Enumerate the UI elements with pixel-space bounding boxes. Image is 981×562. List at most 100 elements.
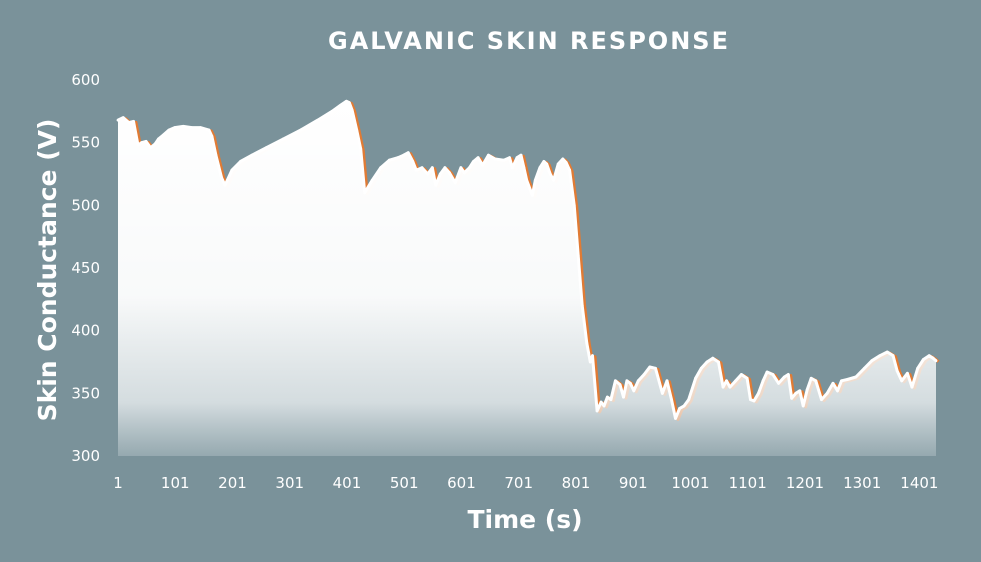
data-point (906, 371, 909, 375)
data-point (922, 358, 925, 361)
x-tick-label: 1301 (843, 474, 881, 492)
data-point (434, 183, 438, 187)
data-point (618, 383, 622, 386)
series-line (117, 99, 937, 420)
data-point (420, 166, 424, 170)
data-point (552, 178, 555, 182)
data-point (157, 137, 161, 141)
data-point (127, 121, 131, 124)
data-point (927, 354, 931, 358)
data-point (459, 166, 463, 170)
data-point (481, 163, 484, 167)
data-point (790, 396, 794, 400)
data-point (602, 404, 606, 408)
data-point (809, 376, 813, 380)
data-point (239, 160, 242, 163)
x-tick-label: 1201 (786, 474, 824, 492)
data-point (794, 391, 798, 395)
y-tick-label: 450 (71, 259, 100, 277)
chart-title: GALVANIC SKIN RESPONSE (328, 27, 730, 55)
data-point (199, 126, 202, 129)
data-point (734, 379, 738, 383)
data-point (502, 158, 506, 162)
series-area (118, 101, 936, 457)
x-tick-label: 801 (562, 474, 591, 492)
y-tick-label: 600 (71, 71, 100, 89)
data-point (402, 153, 405, 157)
data-point (599, 400, 603, 404)
data-point (885, 350, 889, 354)
data-point (870, 359, 874, 363)
data-point (801, 404, 805, 408)
data-point (910, 385, 914, 389)
data-point (414, 168, 418, 172)
x-tick-label: 1101 (729, 474, 767, 492)
x-tick-label: 901 (619, 474, 648, 492)
data-point (370, 178, 374, 182)
data-point (167, 128, 171, 132)
data-point (462, 171, 466, 175)
data-point (674, 417, 677, 420)
data-point (564, 161, 568, 165)
data-point (678, 407, 681, 410)
data-point (430, 166, 434, 170)
data-point (798, 389, 802, 393)
data-point (438, 172, 442, 176)
y-axis-ticks: 300 350 400 450 500 550 600 (71, 71, 100, 465)
data-point (845, 378, 849, 381)
y-tick-label: 500 (71, 196, 100, 214)
data-point (230, 168, 234, 172)
y-tick-label: 350 (71, 384, 100, 402)
data-point (493, 157, 497, 161)
data-point (355, 128, 359, 132)
data-point (207, 128, 211, 132)
data-point (472, 160, 475, 163)
data-point (426, 172, 430, 176)
data-point (687, 398, 691, 401)
data-point (786, 373, 790, 376)
data-point (606, 395, 609, 399)
data-point (614, 379, 617, 383)
data-point (694, 376, 697, 380)
data-point (149, 146, 153, 150)
plot-area (116, 99, 940, 457)
data-point (316, 118, 320, 122)
data-point (622, 395, 625, 399)
data-point (545, 162, 549, 166)
data-point (519, 153, 523, 157)
data-point (642, 373, 646, 376)
data-point (210, 135, 214, 138)
data-point (181, 125, 185, 128)
data-point (132, 120, 135, 123)
data-point (345, 99, 348, 103)
data-point (757, 391, 760, 395)
x-tick-label: 701 (504, 474, 533, 492)
data-point (699, 366, 703, 370)
data-point (568, 168, 571, 172)
data-point (542, 160, 546, 163)
x-tick-label: 1001 (671, 474, 709, 492)
data-point (453, 181, 457, 185)
data-point (508, 156, 511, 160)
data-point (363, 191, 367, 195)
data-point (749, 398, 752, 401)
data-point (538, 166, 542, 170)
x-tick-label: 401 (333, 474, 362, 492)
data-point (572, 203, 576, 207)
data-point (190, 126, 194, 129)
y-tick-label: 550 (71, 134, 100, 152)
data-point (740, 373, 743, 376)
data-point (411, 160, 415, 163)
data-point (711, 356, 715, 360)
data-point (654, 366, 657, 370)
data-point (556, 162, 560, 166)
data-point (840, 379, 843, 383)
data-point (585, 341, 589, 345)
data-point (595, 409, 599, 413)
data-point (406, 151, 410, 155)
data-point (264, 146, 268, 150)
data-point (282, 137, 285, 141)
data-point (854, 375, 858, 379)
data-point (628, 381, 632, 385)
